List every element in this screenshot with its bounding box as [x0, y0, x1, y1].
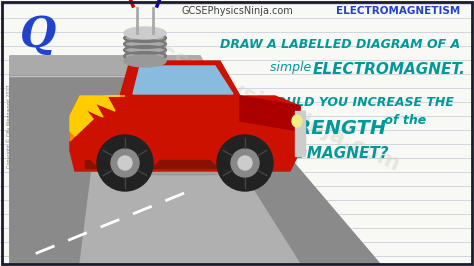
Circle shape	[118, 156, 132, 170]
Polygon shape	[10, 56, 310, 264]
Polygon shape	[70, 96, 120, 136]
Text: ELECTROMAGNET?: ELECTROMAGNET?	[231, 146, 389, 161]
Text: simple: simple	[270, 61, 315, 74]
Circle shape	[217, 135, 273, 191]
Circle shape	[238, 156, 252, 170]
Ellipse shape	[292, 115, 302, 127]
Circle shape	[97, 135, 153, 191]
Text: of the: of the	[380, 114, 426, 127]
Text: Q: Q	[20, 14, 56, 56]
Bar	[85, 160, 270, 168]
Bar	[125, 33, 165, 61]
Ellipse shape	[210, 141, 280, 171]
Ellipse shape	[124, 27, 166, 39]
Text: ELECTROMAGNET.: ELECTROMAGNET.	[313, 62, 466, 77]
Polygon shape	[295, 111, 305, 156]
Polygon shape	[120, 61, 240, 96]
Text: GCSEPhysicsNinja.com: GCSEPhysicsNinja.com	[181, 6, 293, 16]
Polygon shape	[80, 106, 300, 264]
Text: Copyright © Olly Wedgwood 2017: Copyright © Olly Wedgwood 2017	[6, 84, 12, 168]
Ellipse shape	[124, 55, 166, 67]
Circle shape	[231, 149, 259, 177]
Text: HOW COULD YOU INCREASE THE: HOW COULD YOU INCREASE THE	[227, 96, 454, 109]
Polygon shape	[133, 66, 233, 94]
Ellipse shape	[90, 141, 160, 171]
Text: GCSEPhysicsNinja.com: GCSEPhysicsNinja.com	[137, 37, 403, 175]
Polygon shape	[70, 96, 125, 141]
Circle shape	[111, 149, 139, 177]
Text: DRAW A LABELLED DIAGRAM OF A: DRAW A LABELLED DIAGRAM OF A	[220, 38, 460, 51]
Polygon shape	[10, 56, 310, 264]
Text: ELECTROMAGNETISM: ELECTROMAGNETISM	[336, 6, 460, 16]
Text: STRENGTH: STRENGTH	[270, 119, 387, 138]
Polygon shape	[240, 96, 300, 131]
Ellipse shape	[75, 157, 295, 175]
Polygon shape	[70, 96, 300, 171]
Polygon shape	[10, 76, 380, 264]
